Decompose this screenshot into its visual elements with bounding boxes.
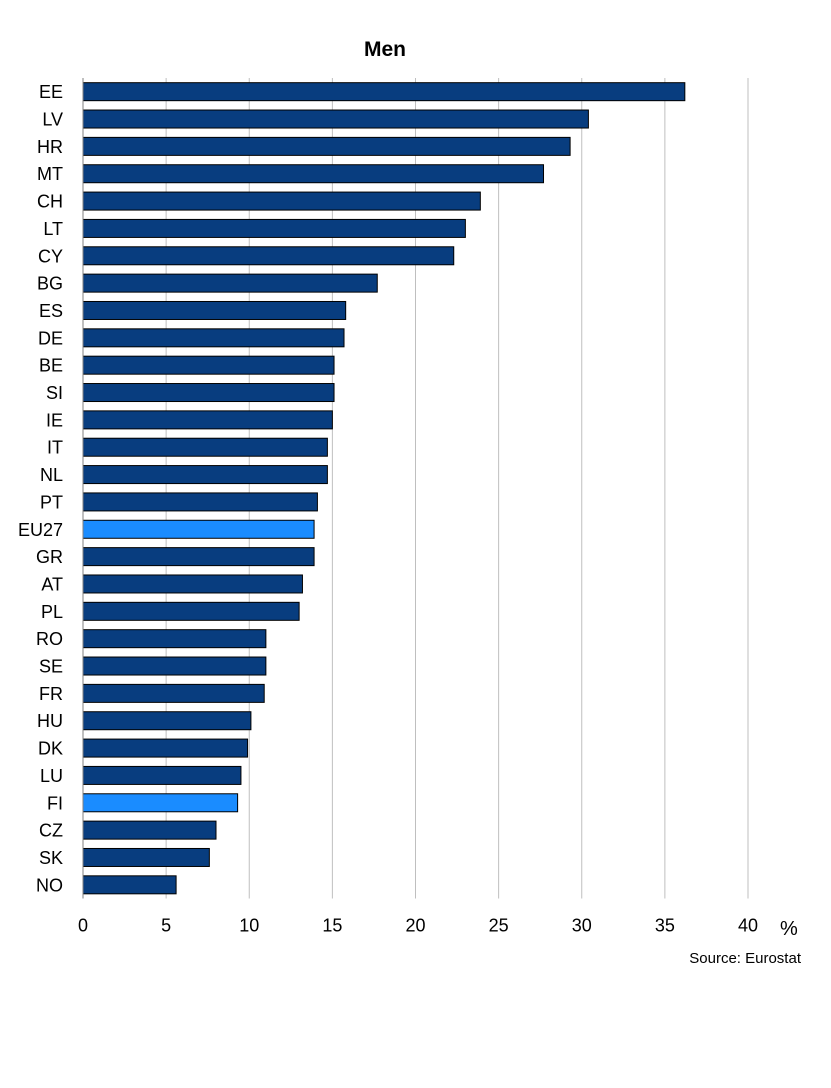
category-label: FR — [39, 684, 63, 704]
category-label: SI — [46, 383, 63, 403]
x-tick-label: 25 — [489, 916, 509, 936]
bar-ro — [82, 629, 267, 649]
bar-si — [82, 383, 335, 403]
category-label: EU27 — [18, 520, 63, 540]
bar-ch — [82, 191, 481, 211]
source-note: Source: Eurostat — [689, 950, 801, 967]
category-label: HU — [37, 711, 63, 731]
x-tick-label: 20 — [405, 916, 425, 936]
category-label: DE — [38, 328, 63, 348]
bar-pl — [82, 601, 300, 621]
chart-title: Men — [364, 38, 406, 61]
bar-es — [82, 300, 347, 320]
category-label: GR — [36, 547, 63, 567]
unit-label: % — [780, 918, 798, 940]
category-label: HR — [37, 137, 63, 157]
bar-pt — [82, 492, 318, 512]
category-label: AT — [41, 574, 63, 594]
bar-it — [82, 437, 328, 457]
x-tick-label: 15 — [322, 916, 342, 936]
bar-fi — [82, 793, 239, 813]
gridlines — [165, 78, 749, 899]
bar-de — [82, 328, 345, 348]
bar-cy — [82, 246, 455, 266]
category-label: DK — [38, 739, 63, 759]
bar-lt — [82, 218, 466, 238]
bar-ie — [82, 410, 333, 430]
bar-bg — [82, 273, 378, 293]
bar-lu — [82, 765, 242, 785]
category-label: SE — [39, 657, 63, 677]
bar-dk — [82, 738, 249, 758]
x-tick-label: 0 — [78, 916, 88, 936]
category-label: NL — [40, 465, 63, 485]
category-label: BG — [37, 274, 63, 294]
category-label: CY — [38, 246, 63, 266]
x-tick-labels: 0 5 10 15 20 25 30 35 40 — [78, 916, 758, 936]
x-tick-label: 40 — [738, 916, 758, 936]
category-label: PT — [40, 492, 63, 512]
x-tick-label: 35 — [655, 916, 675, 936]
bar-hr — [82, 136, 571, 156]
category-labels: EE LV HR MT CH LT CY BG ES DE BE SI IE IT NL PT EU27 GR AT… — [18, 82, 63, 895]
bars — [82, 82, 686, 895]
category-label: RO — [36, 629, 63, 649]
bar-no — [82, 875, 177, 895]
bar-fr — [82, 683, 265, 703]
bar-be — [82, 355, 335, 375]
category-label: IT — [47, 438, 63, 458]
category-label: LU — [40, 766, 63, 786]
category-label: PL — [41, 602, 63, 622]
category-label: LV — [42, 110, 63, 130]
category-label: CZ — [39, 821, 63, 841]
bar-lv — [82, 109, 589, 129]
x-tick-label: 5 — [161, 916, 171, 936]
category-label: FI — [47, 793, 63, 813]
bar-ee — [82, 82, 686, 102]
bar-mt — [82, 164, 545, 184]
category-label: CH — [37, 192, 63, 212]
bar-at — [82, 574, 303, 594]
category-label: ES — [39, 301, 63, 321]
x-tick-label: 30 — [572, 916, 592, 936]
bar-nl — [82, 465, 328, 485]
bar-hu — [82, 711, 252, 731]
category-label: IE — [46, 410, 63, 430]
category-label: SK — [39, 848, 63, 868]
category-label: LT — [43, 219, 63, 239]
category-label: BE — [39, 356, 63, 376]
category-label: EE — [39, 82, 63, 102]
category-label: NO — [36, 875, 63, 895]
bar-eu27 — [82, 519, 315, 539]
bar-se — [82, 656, 267, 676]
x-tick-label: 10 — [239, 916, 259, 936]
bar-sk — [82, 847, 210, 867]
bar-gr — [82, 547, 315, 567]
bar-cz — [82, 820, 217, 840]
category-label: MT — [37, 164, 63, 184]
